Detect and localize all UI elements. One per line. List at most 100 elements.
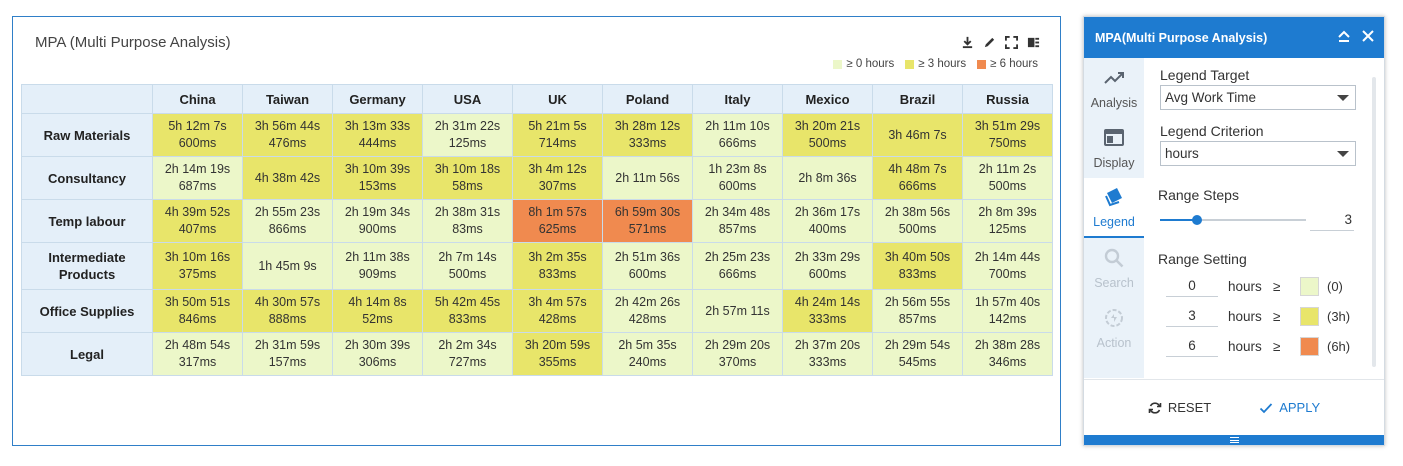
heatmap-cell[interactable]: 5h 42m 45s 833ms — [422, 289, 513, 333]
heatmap-cell[interactable]: 8h 1m 57s 625ms — [512, 199, 603, 243]
heatmap-cell[interactable]: 2h 8m 39s 125ms — [962, 199, 1053, 243]
heatmap-cell[interactable]: 3h 28m 12s 333ms — [602, 113, 693, 157]
heatmap-cell[interactable]: 1h 45m 9s — [242, 242, 333, 290]
heatmap-cell[interactable]: 2h 19m 34s 900ms — [332, 199, 423, 243]
cell-milliseconds: 400ms — [808, 222, 847, 236]
heatmap-cell[interactable]: 3h 4m 12s 307ms — [512, 156, 603, 200]
apply-button[interactable]: APPLY — [1259, 400, 1320, 415]
heatmap-cell[interactable]: 3h 10m 39s 153ms — [332, 156, 423, 200]
heatmap-cell[interactable]: 4h 48m 7s 666ms — [872, 156, 963, 200]
range-value-input[interactable]: 6 — [1166, 335, 1218, 357]
heatmap-cell[interactable]: 2h 37m 20s 333ms — [782, 332, 873, 376]
heatmap-cell[interactable]: 2h 5m 35s 240ms — [602, 332, 693, 376]
legend-target-select[interactable]: Avg Work Time — [1160, 85, 1356, 110]
range-steps-input[interactable]: 3 — [1310, 209, 1354, 231]
heatmap-cell[interactable]: 3h 51m 29s 750ms — [962, 113, 1053, 157]
heatmap-cell[interactable]: 2h 2m 34s 727ms — [422, 332, 513, 376]
heatmap-cell[interactable]: 3h 13m 33s 444ms — [332, 113, 423, 157]
column-header: Germany — [332, 84, 423, 114]
heatmap-cell[interactable]: 2h 11m 2s 500ms — [962, 156, 1053, 200]
heatmap-cell[interactable]: 2h 14m 19s 687ms — [152, 156, 243, 200]
cell-milliseconds: 666ms — [718, 136, 757, 150]
resize-handle[interactable] — [1084, 435, 1384, 445]
heatmap-cell[interactable]: 5h 12m 7s 600ms — [152, 113, 243, 157]
nav-item-display[interactable]: Display — [1084, 118, 1144, 178]
legend-label: ≥ 0 hours — [846, 58, 895, 70]
cell-milliseconds: 600ms — [718, 179, 757, 193]
download-icon[interactable] — [960, 35, 974, 49]
settings-footer: RESET APPLY — [1084, 379, 1384, 435]
close-icon[interactable] — [1360, 28, 1376, 44]
heatmap-cell[interactable]: 4h 30m 57s 888ms — [242, 289, 333, 333]
heatmap-cell[interactable]: 2h 42m 26s 428ms — [602, 289, 693, 333]
column-header: Poland — [602, 84, 693, 114]
range-value-input[interactable]: 3 — [1166, 305, 1218, 327]
heatmap-cell[interactable]: 2h 25m 23s 666ms — [692, 242, 783, 290]
heatmap-cell[interactable]: 2h 31m 59s 157ms — [242, 332, 333, 376]
range-steps-slider[interactable] — [1160, 215, 1306, 225]
heatmap-cell[interactable]: 2h 30m 39s 306ms — [332, 332, 423, 376]
heatmap-cell[interactable]: 3h 56m 44s 476ms — [242, 113, 333, 157]
heatmap-cell[interactable]: 3h 20m 59s 355ms — [512, 332, 603, 376]
nav-item-analysis[interactable]: Analysis — [1084, 58, 1144, 118]
heatmap-cell[interactable]: 2h 14m 44s 700ms — [962, 242, 1053, 290]
heatmap-cell[interactable]: 3h 20m 21s 500ms — [782, 113, 873, 157]
heatmap-cell[interactable]: 6h 59m 30s 571ms — [602, 199, 693, 243]
heatmap-cell[interactable]: 2h 36m 17s 400ms — [782, 199, 873, 243]
heatmap-cell[interactable]: 2h 11m 38s 909ms — [332, 242, 423, 290]
heatmap-cell[interactable]: 2h 29m 54s 545ms — [872, 332, 963, 376]
heatmap-cell[interactable]: 3h 2m 35s 833ms — [512, 242, 603, 290]
range-color-picker[interactable] — [1300, 306, 1319, 326]
edit-icon[interactable] — [982, 35, 996, 49]
reset-label: RESET — [1167, 400, 1212, 415]
heatmap-cell[interactable]: 1h 57m 40s 142ms — [962, 289, 1053, 333]
legend-criterion-select[interactable]: hours — [1160, 141, 1356, 166]
range-color-picker[interactable] — [1300, 336, 1319, 356]
heatmap-cell[interactable]: 4h 24m 14s 333ms — [782, 289, 873, 333]
cell-duration: 2h 14m 19s — [164, 162, 231, 176]
heatmap-cell[interactable]: 2h 11m 10s 666ms — [692, 113, 783, 157]
heatmap-cell[interactable]: 3h 10m 16s 375ms — [152, 242, 243, 290]
heatmap-cell[interactable]: 2h 51m 36s 600ms — [602, 242, 693, 290]
heatmap-cell[interactable]: 2h 48m 54s 317ms — [152, 332, 243, 376]
heatmap-cell[interactable]: 2h 7m 14s 500ms — [422, 242, 513, 290]
cell-milliseconds: 370ms — [718, 355, 757, 369]
heatmap-cell[interactable]: 2h 34m 48s 857ms — [692, 199, 783, 243]
heatmap-cell[interactable]: 2h 29m 20s 370ms — [692, 332, 783, 376]
slider-thumb[interactable] — [1191, 215, 1202, 225]
heatmap-cell[interactable]: 2h 38m 31s 83ms — [422, 199, 513, 243]
range-color-picker[interactable] — [1300, 276, 1319, 296]
heatmap-cell[interactable]: 2h 8m 36s — [782, 156, 873, 200]
heatmap-cell[interactable]: 1h 23m 8s 600ms — [692, 156, 783, 200]
heatmap-cell[interactable]: 4h 14m 8s 52ms — [332, 289, 423, 333]
nav-item-legend[interactable]: Legend — [1084, 178, 1144, 238]
cell-duration: 2h 8m 36s — [798, 170, 857, 185]
settings-scrollbar[interactable] — [1372, 77, 1376, 367]
heatmap-cell[interactable]: 4h 38m 42s — [242, 156, 333, 200]
fullscreen-icon[interactable] — [1004, 35, 1018, 49]
heatmap-cell[interactable]: 2h 31m 22s 125ms — [422, 113, 513, 157]
cell-milliseconds: 600ms — [628, 267, 667, 281]
heatmap-cell[interactable]: 2h 55m 23s 866ms — [242, 199, 333, 243]
heatmap-cell[interactable]: 2h 57m 11s — [692, 289, 783, 333]
settings-toggle-icon[interactable] — [1026, 35, 1040, 49]
heatmap-cell[interactable]: 2h 56m 55s 857ms — [872, 289, 963, 333]
heatmap-cell[interactable]: 2h 33m 29s 600ms — [782, 242, 873, 290]
cell-milliseconds: 333ms — [628, 136, 667, 150]
heatmap-cell[interactable]: 3h 46m 7s — [872, 113, 963, 157]
reset-button[interactable]: RESET — [1148, 400, 1211, 415]
heatmap-cell[interactable]: 4h 39m 52s 407ms — [152, 199, 243, 243]
table-row: Consultancy 2h 14m 19s 687ms 4h 38m 42s 3h 1… — [21, 156, 1053, 200]
range-value-input[interactable]: 0 — [1166, 275, 1218, 297]
heatmap-cell[interactable]: 2h 38m 28s 346ms — [962, 332, 1053, 376]
display-icon — [1103, 127, 1125, 152]
heatmap-cell[interactable]: 5h 21m 5s 714ms — [512, 113, 603, 157]
heatmap-cell[interactable]: 2h 38m 56s 500ms — [872, 199, 963, 243]
heatmap-cell[interactable]: 3h 4m 57s 428ms — [512, 289, 603, 333]
heatmap-cell[interactable]: 3h 50m 51s 846ms — [152, 289, 243, 333]
heatmap-cell[interactable]: 3h 40m 50s 833ms — [872, 242, 963, 290]
heatmap-cell[interactable]: 3h 10m 18s 58ms — [422, 156, 513, 200]
cell-duration: 2h 55m 23s — [254, 205, 321, 219]
collapse-icon[interactable] — [1336, 28, 1352, 44]
heatmap-cell[interactable]: 2h 11m 56s — [602, 156, 693, 200]
